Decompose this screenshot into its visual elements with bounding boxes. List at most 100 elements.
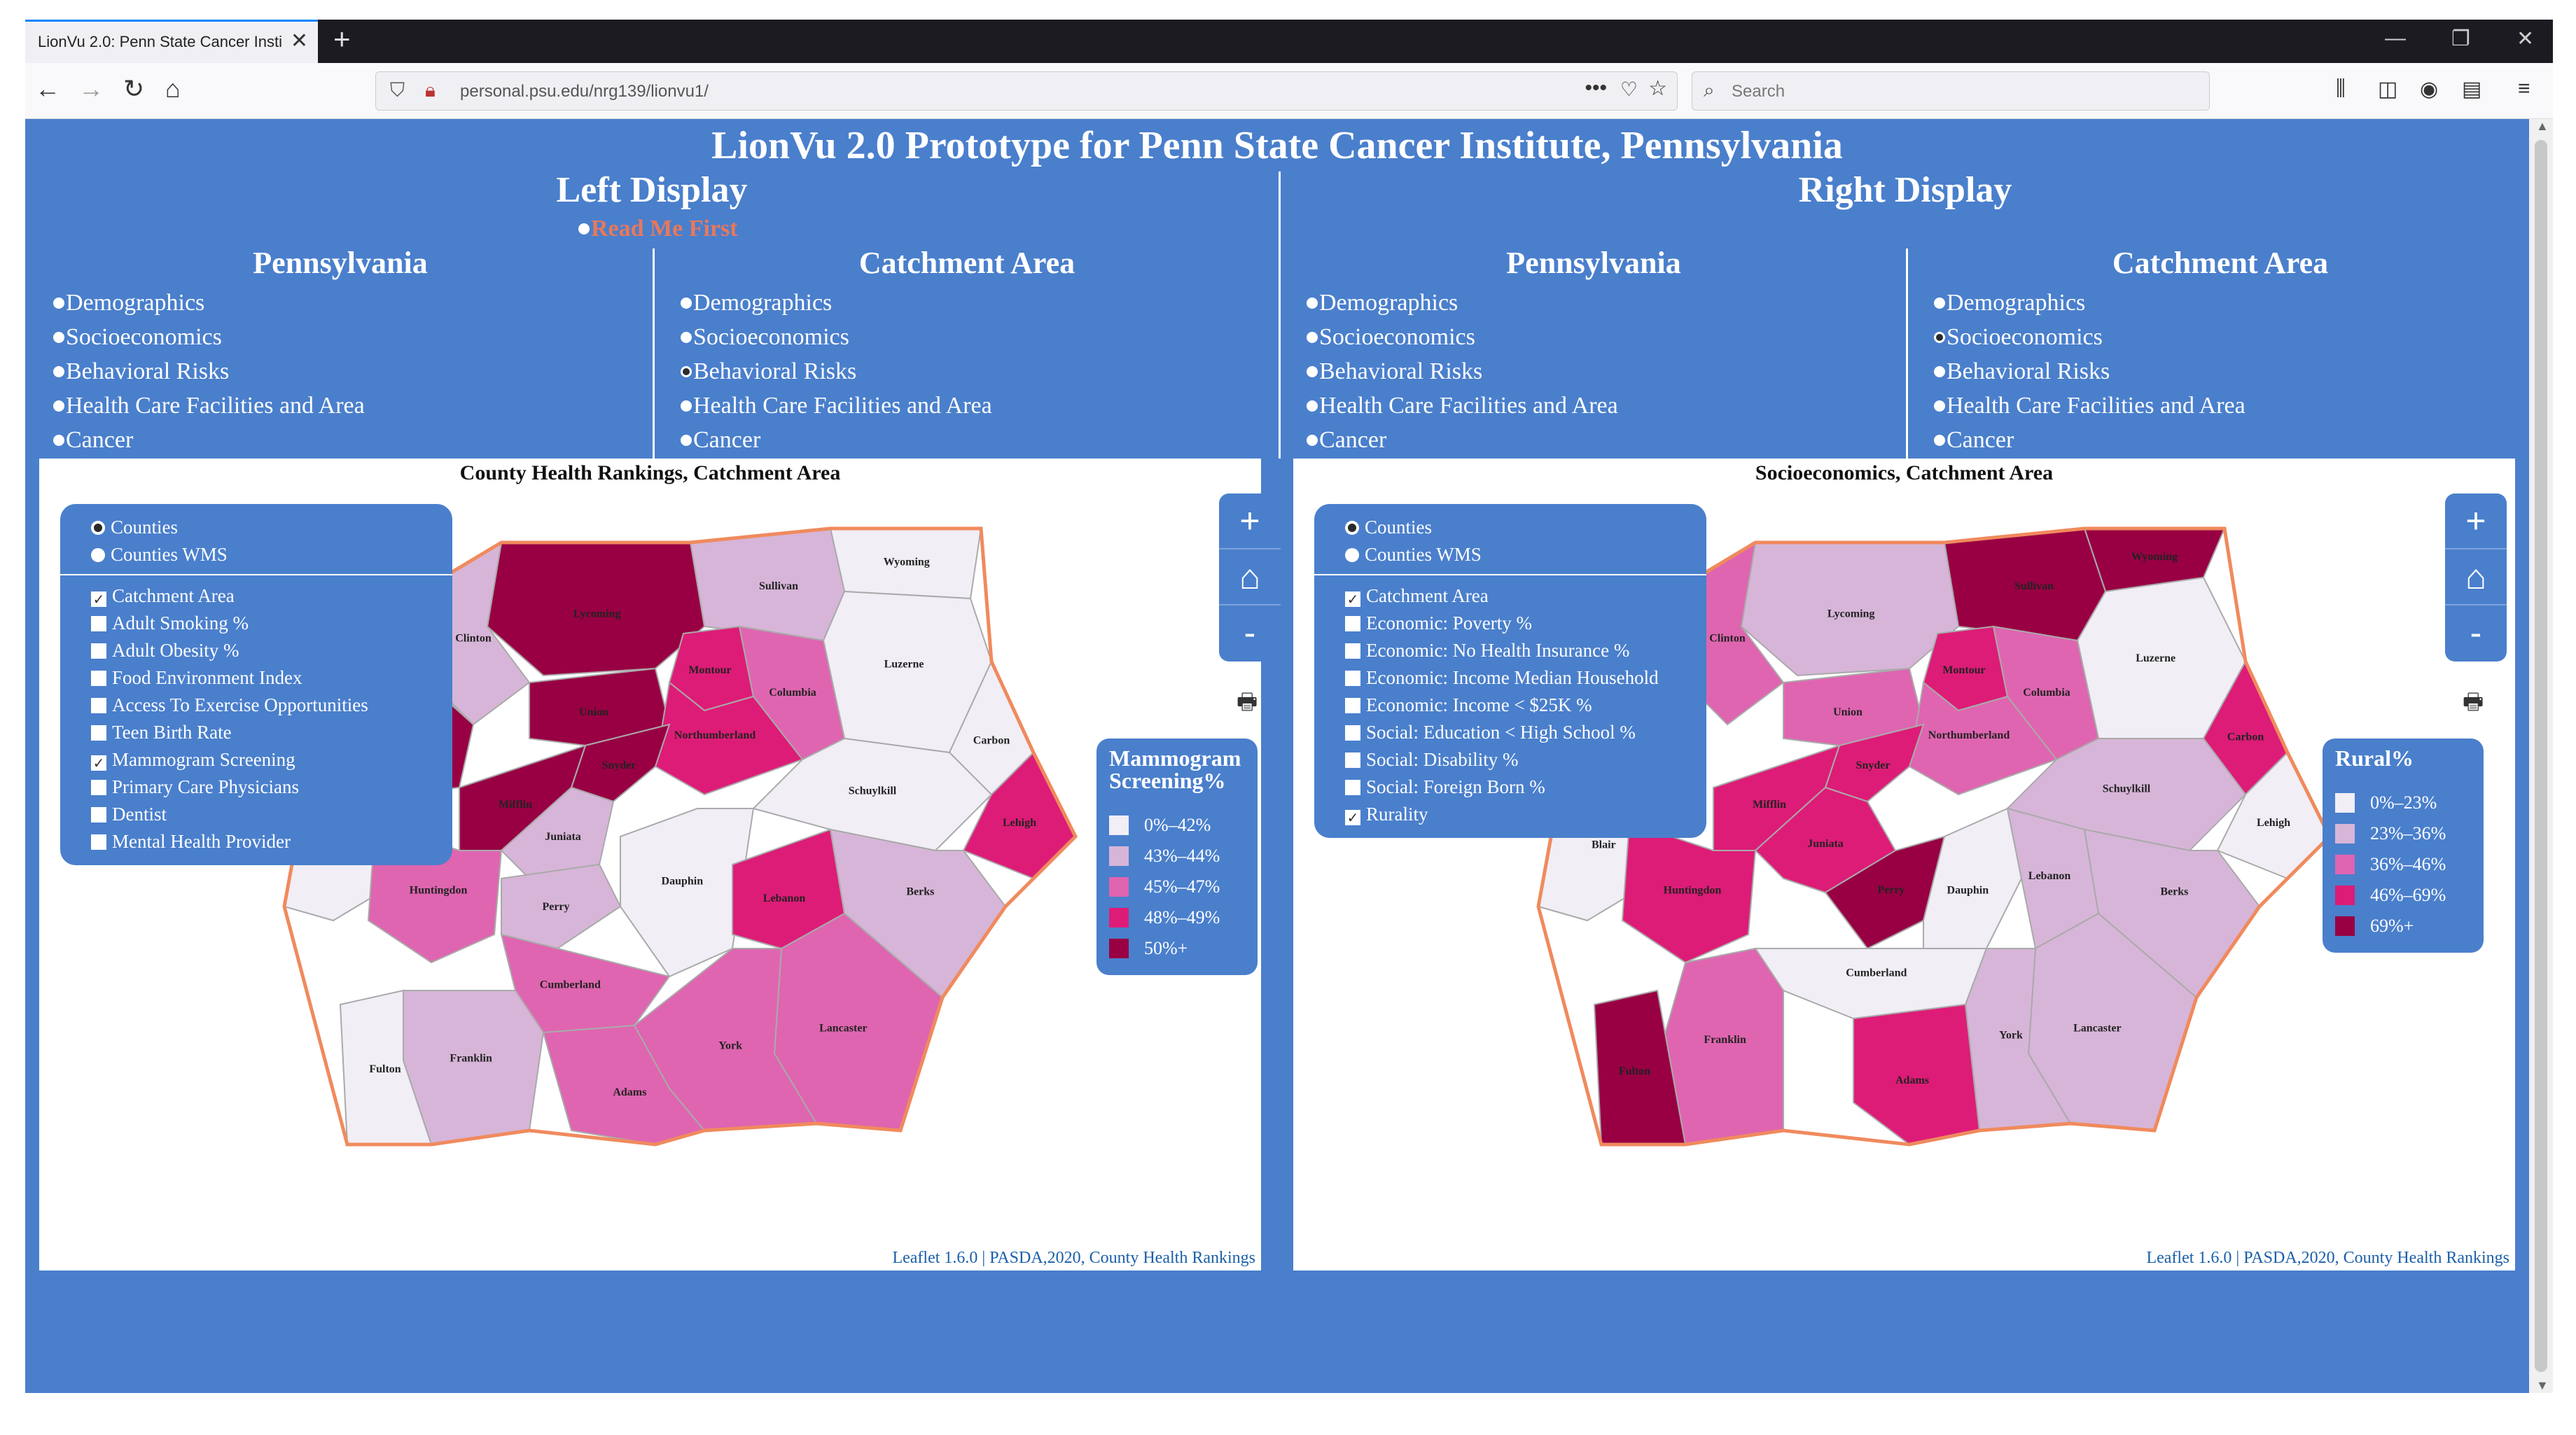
radio-icon[interactable] xyxy=(91,521,105,535)
county-shape[interactable] xyxy=(500,786,615,880)
overlay-option[interactable]: Economic: Income < $25K % xyxy=(1345,692,1706,719)
more-actions-icon[interactable]: ••• xyxy=(1585,76,1607,99)
right-layer-control[interactable]: Counties Counties WMS ✓ Catchment Area Econo… xyxy=(1314,504,1706,838)
county-shape[interactable] xyxy=(1923,807,2023,949)
home-icon[interactable]: ⌂ xyxy=(165,74,181,103)
radio-dot-icon[interactable] xyxy=(53,298,64,309)
zoom-home-button[interactable]: ⌂ xyxy=(2445,550,2507,606)
base-layer-option[interactable]: Counties xyxy=(91,514,452,541)
checkbox-icon[interactable] xyxy=(1345,725,1360,741)
radio-dot-icon[interactable] xyxy=(681,400,692,412)
radio-dot-icon[interactable] xyxy=(681,435,692,446)
overlay-option[interactable]: Economic: Poverty % xyxy=(1345,610,1706,637)
overlay-option[interactable]: Social: Education < High School % xyxy=(1345,719,1706,746)
checkbox-icon[interactable] xyxy=(91,671,106,686)
checkbox-icon[interactable] xyxy=(91,698,106,713)
checkbox-icon[interactable] xyxy=(1345,698,1360,713)
left-map-panel[interactable]: Wyoming Sullivan Lycoming Clinton Luzerne Mon… xyxy=(39,458,1281,1270)
overlay-option[interactable]: Adult Smoking % xyxy=(91,610,452,637)
overlay-option[interactable]: Mental Health Provider xyxy=(91,828,452,855)
menu-item[interactable]: Socioeconomics xyxy=(681,320,992,354)
county-shape[interactable] xyxy=(501,863,622,950)
menu-item[interactable]: Cancer xyxy=(53,423,365,457)
overlay-option[interactable]: Access To Exercise Opportunities xyxy=(91,692,452,719)
radio-dot-icon[interactable] xyxy=(53,366,64,377)
print-icon[interactable]: 🖶 xyxy=(2463,689,2484,714)
radio-icon[interactable] xyxy=(91,548,105,562)
checkbox-icon[interactable] xyxy=(1345,671,1360,686)
left-county-map[interactable]: Wyoming Sullivan Lycoming Clinton Luzerne Mon… xyxy=(39,458,1261,1270)
overlay-option[interactable]: Social: Foreign Born % xyxy=(1345,774,1706,801)
overlay-option[interactable]: Dentist xyxy=(91,801,452,828)
menu-item[interactable]: Demographics xyxy=(53,286,365,320)
overlay-option[interactable]: ✓ Rurality xyxy=(1345,801,1706,828)
menu-item[interactable]: Socioeconomics xyxy=(1934,320,2246,354)
radio-icon[interactable] xyxy=(1345,521,1359,535)
checkbox-icon[interactable]: ✓ xyxy=(1345,810,1360,825)
checkbox-icon[interactable] xyxy=(91,834,106,850)
menu-item[interactable]: Cancer xyxy=(1934,423,2246,457)
menu-item[interactable]: Health Care Facilities and Area xyxy=(1307,388,1618,423)
menu-item[interactable]: Socioeconomics xyxy=(1307,320,1618,354)
radio-dot-icon[interactable] xyxy=(1307,298,1318,309)
left-layer-control[interactable]: Counties Counties WMS ✓ Catchment Area Adult… xyxy=(60,504,452,865)
close-tab-icon[interactable]: ✕ xyxy=(290,29,308,52)
checkbox-icon[interactable]: ✓ xyxy=(1345,592,1360,607)
radio-dot-icon[interactable] xyxy=(681,366,692,377)
checkbox-icon[interactable] xyxy=(1345,643,1360,659)
forward-icon[interactable]: → xyxy=(78,74,104,103)
scroll-up-icon[interactable]: ▲ xyxy=(2536,119,2549,133)
county-shape[interactable] xyxy=(1621,821,1757,964)
zoom-out-button[interactable]: - xyxy=(2470,613,2482,652)
county-shape[interactable] xyxy=(752,737,993,852)
left-map-attribution[interactable]: Leaflet 1.6.0 | PASDA,2020, County Healt… xyxy=(892,1249,1255,1267)
county-shape[interactable] xyxy=(339,989,433,1145)
checkbox-icon[interactable] xyxy=(91,780,106,795)
url-bar[interactable]: ⛉ 🔒︎ personal.psu.edu/nrg139/lionvu1/ ••… xyxy=(375,71,1678,111)
read-me-first-link[interactable]: Read Me First xyxy=(578,216,738,242)
search-bar[interactable]: ⌕ Search xyxy=(1692,71,2210,111)
menu-item[interactable]: Behavioral Risks xyxy=(681,354,992,388)
checkbox-icon[interactable] xyxy=(91,807,106,822)
right-county-map[interactable]: Wyoming Sullivan Lycoming Clinton Luzerne Mon… xyxy=(1293,458,2515,1270)
back-icon[interactable]: ← xyxy=(35,74,60,103)
bookmark-star-icon[interactable]: ☆ xyxy=(1648,77,1667,100)
menu-item[interactable]: Behavioral Risks xyxy=(53,354,365,388)
overlay-option[interactable]: Economic: No Health Insurance % xyxy=(1345,637,1706,664)
radio-dot-icon[interactable] xyxy=(1307,366,1318,377)
menu-item[interactable]: Cancer xyxy=(681,423,992,457)
base-layer-option[interactable]: Counties WMS xyxy=(1345,541,1706,568)
checkbox-icon[interactable] xyxy=(91,643,106,659)
right-map-attribution[interactable]: Leaflet 1.6.0 | PASDA,2020, County Healt… xyxy=(2146,1249,2509,1267)
menu-item[interactable]: Health Care Facilities and Area xyxy=(1934,388,2246,423)
right-map-panel[interactable]: Wyoming Sullivan Lycoming Clinton Luzerne Mon… xyxy=(1293,458,2515,1270)
scrollbar[interactable]: ▲ ▼ xyxy=(2529,119,2553,1393)
menu-item[interactable]: Cancer xyxy=(1307,423,1618,457)
pocket-icon[interactable]: ♡ xyxy=(1620,78,1638,100)
radio-dot-icon[interactable] xyxy=(1307,400,1318,412)
overlay-option[interactable]: ✓ Mammogram Screening xyxy=(91,746,452,774)
minimize-icon[interactable]: — xyxy=(2385,27,2406,50)
radio-dot-icon[interactable] xyxy=(53,435,64,446)
base-layer-option[interactable]: Counties xyxy=(1345,514,1706,541)
menu-item[interactable]: Socioeconomics xyxy=(53,320,365,354)
checkbox-icon[interactable] xyxy=(1345,616,1360,631)
radio-icon[interactable] xyxy=(1345,548,1359,562)
sidebar-icon[interactable]: ◫ xyxy=(2378,78,2398,101)
radio-dot-icon[interactable] xyxy=(1934,435,1945,446)
checkbox-icon[interactable] xyxy=(91,725,106,741)
overlay-option[interactable]: Food Environment Index xyxy=(91,664,452,692)
zoom-in-button[interactable]: + xyxy=(2445,493,2507,550)
shield-icon[interactable]: ⛉ xyxy=(390,79,405,101)
checkbox-icon[interactable] xyxy=(1345,780,1360,795)
menu-item[interactable]: Demographics xyxy=(681,286,992,320)
checkbox-icon[interactable]: ✓ xyxy=(91,592,106,607)
radio-dot-icon[interactable] xyxy=(1934,298,1945,309)
account-icon[interactable]: ◉ xyxy=(2420,78,2439,101)
radio-dot-icon[interactable] xyxy=(1934,332,1945,343)
radio-dot-icon[interactable] xyxy=(1934,366,1945,377)
zoom-in-button[interactable]: + xyxy=(1219,493,1281,550)
radio-dot-icon[interactable] xyxy=(1934,400,1945,412)
radio-dot-icon[interactable] xyxy=(53,332,64,343)
overlay-option[interactable]: Primary Care Physicians xyxy=(91,774,452,801)
